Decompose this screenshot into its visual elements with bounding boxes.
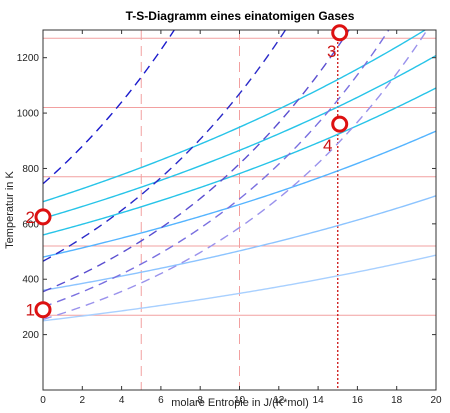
state-point-label-2: 2 <box>26 208 35 227</box>
x-tick-label-3: 6 <box>158 395 164 406</box>
y-tick-label-0: 200 <box>22 330 39 341</box>
series-line-4 <box>43 195 436 291</box>
series-line-2 <box>43 87 436 236</box>
x-tick-label-0: 0 <box>40 395 46 406</box>
series-line-5 <box>43 254 436 322</box>
x-tick-label-2: 4 <box>119 395 125 406</box>
x-tick-label-4: 8 <box>197 395 203 406</box>
x-tick-label-5: 10 <box>234 395 246 406</box>
series-line-0 <box>43 30 427 203</box>
y-tick-label-1: 400 <box>22 275 39 286</box>
y-axis-label: Temperatur in K <box>4 171 16 249</box>
x-tick-label-1: 2 <box>80 395 86 406</box>
state-point-label-1: 1 <box>26 301 35 320</box>
state-point-label-3: 3 <box>327 42 336 61</box>
x-tick-label-10: 20 <box>430 395 442 406</box>
series-line-6 <box>43 30 176 185</box>
reference-lines <box>43 30 436 390</box>
x-tick-label-9: 18 <box>391 395 403 406</box>
chart-title: T-S-Diagramm eines einatomigen Gases <box>126 9 355 23</box>
annotation-markers: 1 2 3 4 <box>26 24 349 320</box>
x-tick-label-7: 14 <box>313 395 325 406</box>
state-point-marker-1 <box>34 301 52 319</box>
y-tick-label-2: 600 <box>22 219 39 230</box>
series-line-7 <box>43 30 287 262</box>
x-axis-label: molare Entropie in J/(K*mol) <box>171 397 309 409</box>
x-tick-label-8: 16 <box>352 395 364 406</box>
series-line-9 <box>43 30 390 308</box>
state-point-marker-3 <box>331 24 349 42</box>
series-line-8 <box>43 30 350 293</box>
y-tick-label-4: 1000 <box>17 109 40 120</box>
series-line-3 <box>43 130 436 258</box>
state-point-label-4: 4 <box>323 136 332 155</box>
series-curves <box>43 30 436 322</box>
x-tick-label-6: 12 <box>273 395 285 406</box>
y-tick-label-3: 800 <box>22 164 39 175</box>
series-line-10 <box>43 30 428 321</box>
y-tick-label-5: 1200 <box>17 53 40 64</box>
state-point-marker-2 <box>34 208 52 226</box>
series-line-1 <box>43 54 436 219</box>
state-point-marker-4 <box>331 115 349 133</box>
